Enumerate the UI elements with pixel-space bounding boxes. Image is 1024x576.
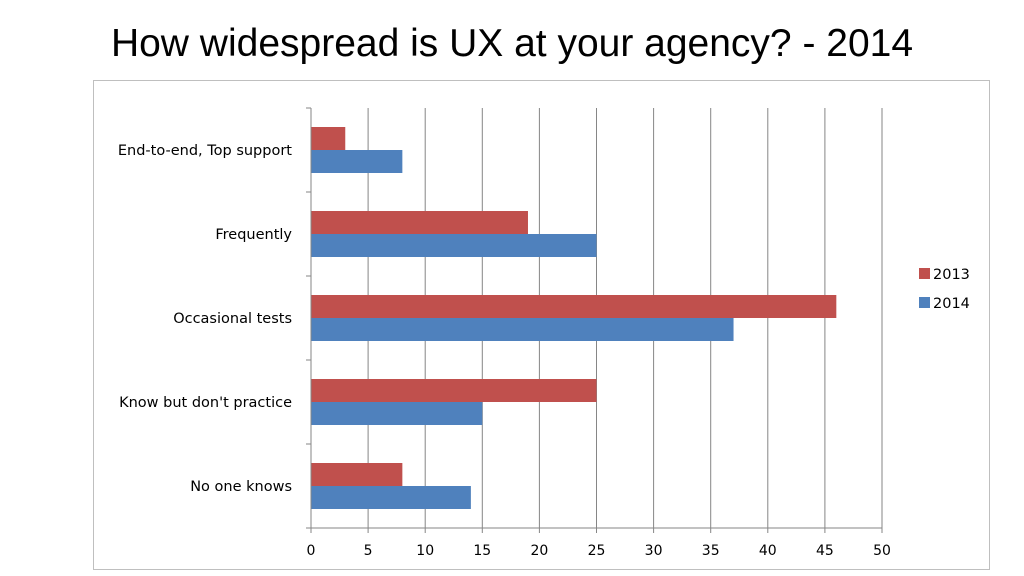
x-tick-label: 25 xyxy=(588,543,606,559)
x-tick-label: 0 xyxy=(307,543,316,559)
category-label: Know but don't practice xyxy=(119,395,292,411)
bar-2013 xyxy=(311,127,346,150)
legend-label-2014: 2014 xyxy=(933,296,970,312)
x-tick-label: 50 xyxy=(873,543,891,559)
category-label: Occasional tests xyxy=(173,311,292,327)
bar-2014 xyxy=(311,318,734,341)
bar-2013 xyxy=(311,295,837,318)
category-label: Frequently xyxy=(215,227,292,243)
category-label: End-to-end, Top support xyxy=(118,143,292,159)
bar-2014 xyxy=(311,486,471,509)
x-tick-label: 5 xyxy=(364,543,373,559)
bar-2014 xyxy=(311,402,483,425)
legend-label-2013: 2013 xyxy=(933,267,970,283)
legend-swatch-2014 xyxy=(919,297,930,308)
bar-2014 xyxy=(311,234,597,257)
bar-2013 xyxy=(311,379,597,402)
bar-2013 xyxy=(311,463,403,486)
x-tick-label: 40 xyxy=(759,543,777,559)
bars xyxy=(311,127,837,509)
legend: 2013 2014 xyxy=(919,267,970,312)
x-tick-label: 45 xyxy=(816,543,834,559)
axes xyxy=(306,107,883,533)
x-tick-label: 35 xyxy=(702,543,720,559)
category-label: No one knows xyxy=(190,479,292,495)
bar-2013 xyxy=(311,211,528,234)
x-tick-label: 30 xyxy=(645,543,663,559)
x-tick-labels: 0 5 10 15 20 25 30 35 40 45 50 xyxy=(307,543,891,559)
x-tick-label: 20 xyxy=(530,543,548,559)
slide-title: How widespread is UX at your agency? - 2… xyxy=(110,22,914,65)
x-tick-label: 15 xyxy=(473,543,491,559)
x-tick-label: 10 xyxy=(416,543,434,559)
legend-swatch-2013 xyxy=(919,268,930,279)
bar-2014 xyxy=(311,150,403,173)
category-labels: End-to-end, Top support Frequently Occasio… xyxy=(118,143,293,495)
